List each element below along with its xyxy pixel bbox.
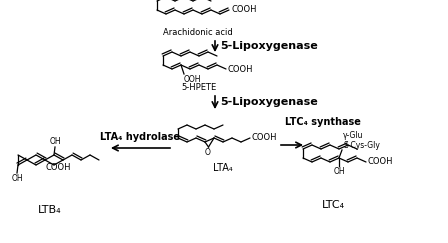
Text: OH: OH: [11, 174, 23, 183]
Text: OH: OH: [49, 137, 61, 146]
Text: OH: OH: [333, 167, 345, 176]
Text: OOH: OOH: [184, 75, 202, 84]
Text: 5-HPETE: 5-HPETE: [182, 83, 217, 92]
Text: LTB₄: LTB₄: [38, 205, 62, 215]
Text: LTC₄ synthase: LTC₄ synthase: [285, 117, 361, 127]
Text: LTA₄: LTA₄: [213, 163, 233, 173]
Text: LTC₄: LTC₄: [321, 200, 345, 210]
Text: LTA₄ hydrolase: LTA₄ hydrolase: [100, 132, 181, 142]
Text: COOH: COOH: [368, 157, 393, 166]
Text: O: O: [205, 148, 211, 157]
Text: COOH: COOH: [228, 64, 254, 73]
Text: COOH: COOH: [46, 163, 72, 172]
Text: COOH: COOH: [231, 6, 257, 15]
Text: Arachidonic acid: Arachidonic acid: [163, 28, 233, 37]
Text: 5-Lipoxygenase: 5-Lipoxygenase: [220, 97, 318, 107]
Text: 5-Lipoxygenase: 5-Lipoxygenase: [220, 41, 318, 51]
Text: S-Cys-Gly: S-Cys-Gly: [343, 141, 380, 150]
Text: COOH: COOH: [252, 133, 277, 142]
Text: γ-Glu: γ-Glu: [343, 131, 363, 140]
